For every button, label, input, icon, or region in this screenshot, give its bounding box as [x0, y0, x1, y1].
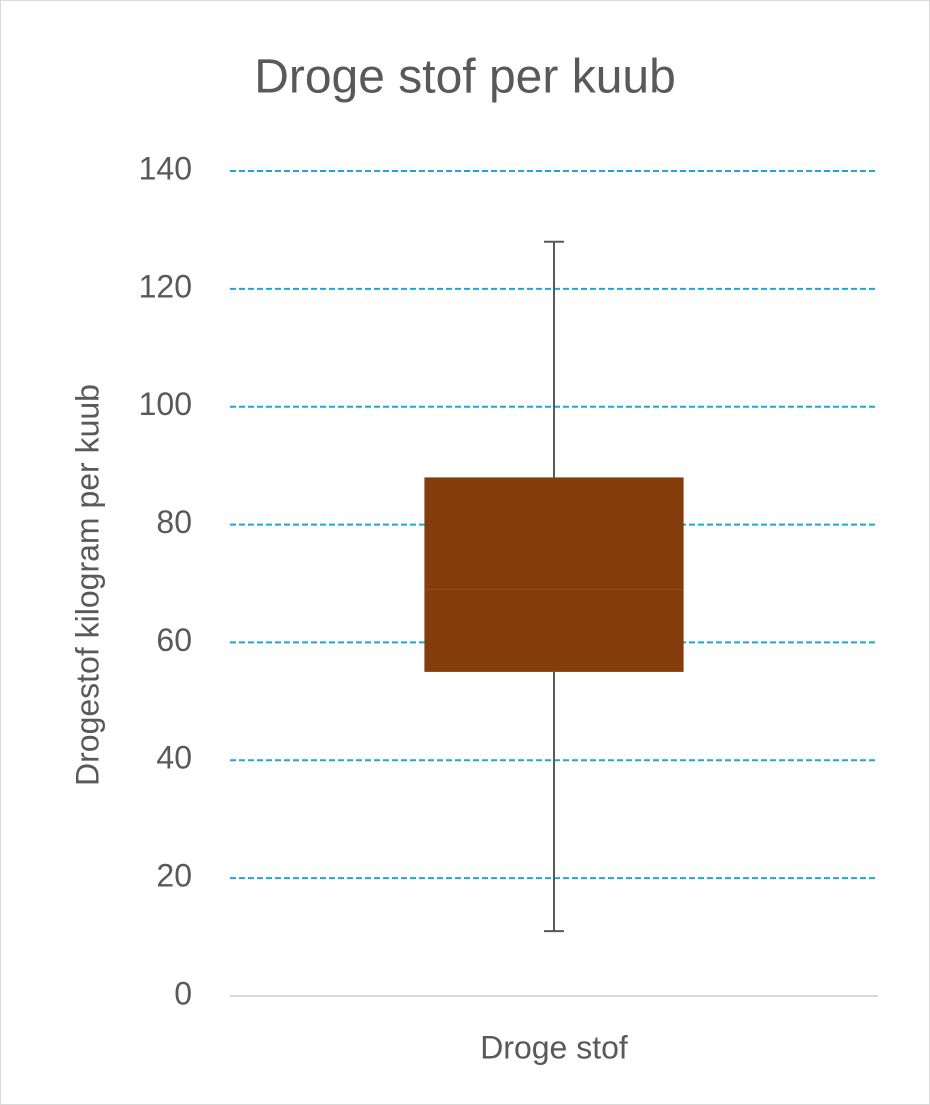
box-lower [424, 589, 684, 672]
y-tick-label: 60 [156, 622, 192, 658]
y-tick-label: 80 [156, 504, 192, 540]
box-upper [424, 477, 684, 590]
y-tick-label: 100 [139, 386, 192, 422]
y-tick-label: 140 [139, 150, 192, 186]
y-axis-label: Drogestof kilogram per kuub [69, 384, 105, 786]
chart-title: Droge stof per kuub [254, 51, 676, 104]
y-tick-label: 120 [139, 268, 192, 304]
y-tick-label: 40 [156, 740, 192, 776]
y-tick-label: 20 [156, 858, 192, 894]
x-tick-label: Droge stof [480, 1029, 628, 1065]
y-tick-label: 0 [174, 975, 192, 1011]
